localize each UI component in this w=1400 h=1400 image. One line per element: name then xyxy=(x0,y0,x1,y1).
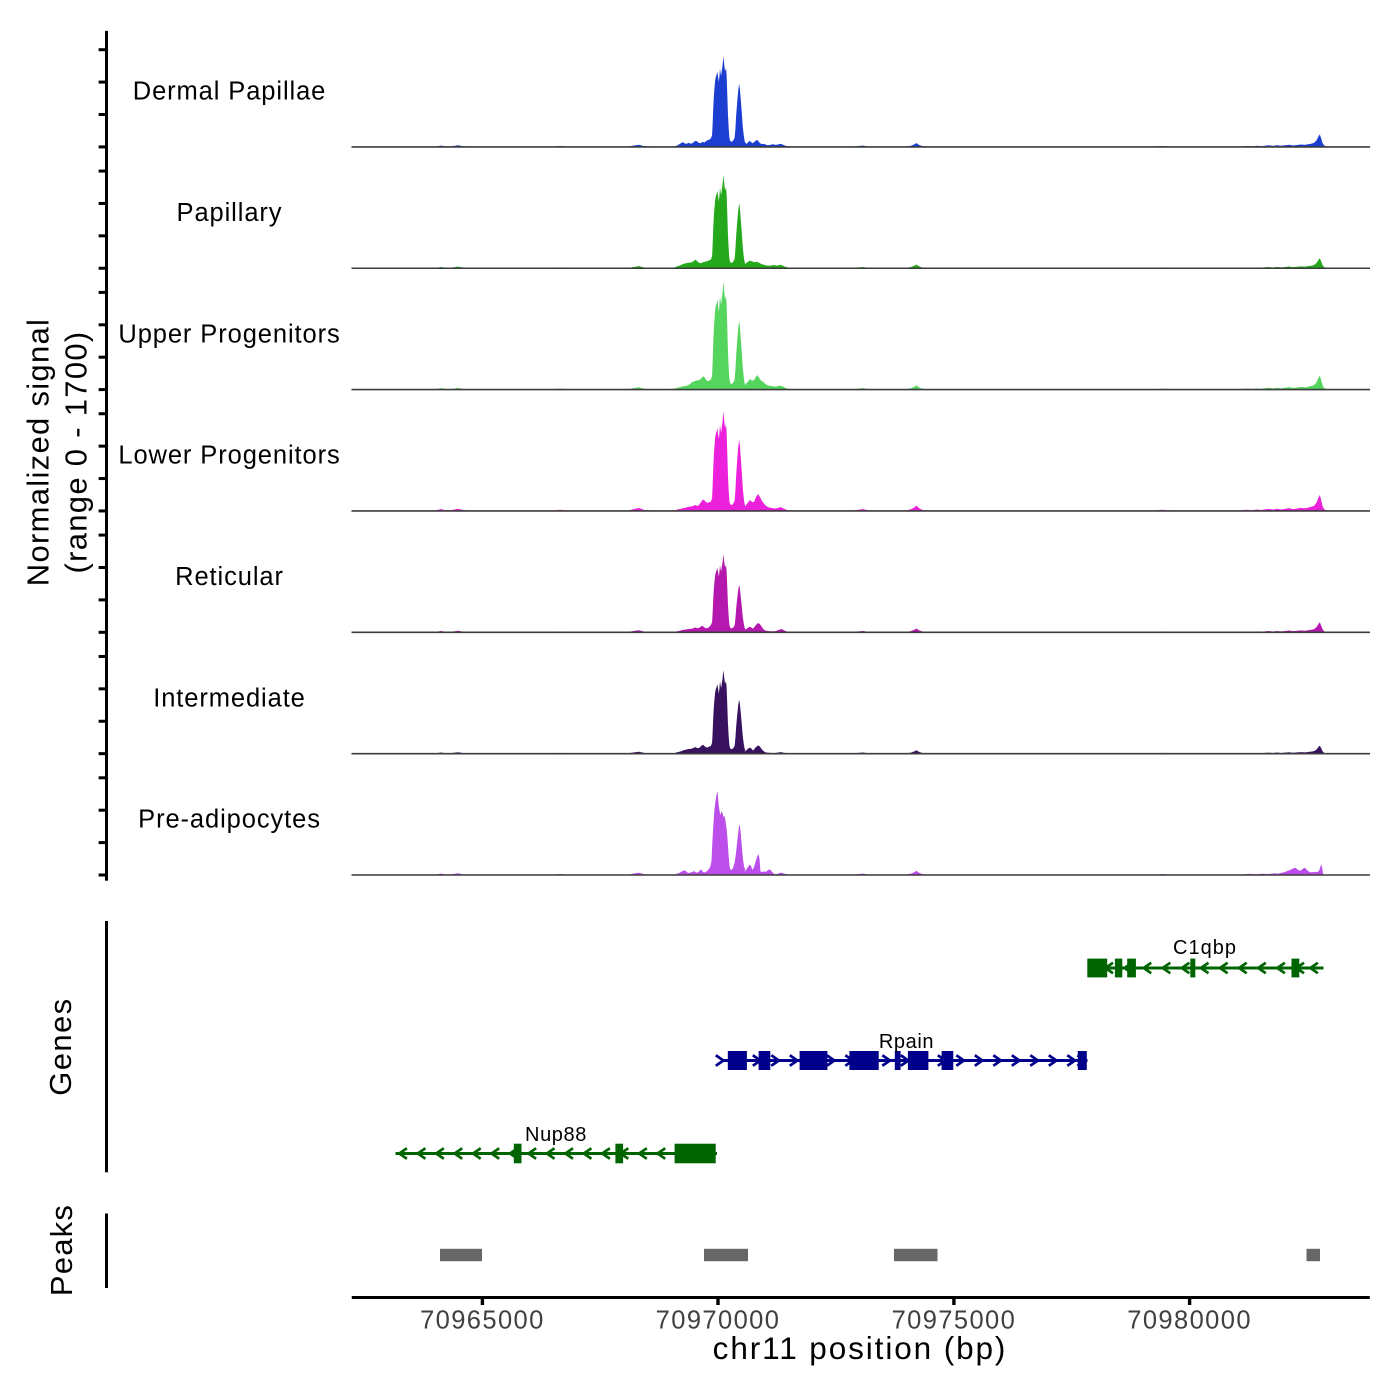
svg-text:70980000: 70980000 xyxy=(1127,1307,1252,1335)
svg-text:C1qbp: C1qbp xyxy=(1173,937,1237,959)
svg-text:chr11 position (bp): chr11 position (bp) xyxy=(713,1330,1008,1366)
svg-text:Reticular: Reticular xyxy=(175,563,284,591)
svg-text:Peaks: Peaks xyxy=(44,1204,79,1296)
svg-text:Pre-adipocytes: Pre-adipocytes xyxy=(138,806,321,834)
svg-text:Intermediate: Intermediate xyxy=(153,684,306,712)
svg-text:Upper Progenitors: Upper Progenitors xyxy=(118,320,340,348)
svg-text:Papillary: Papillary xyxy=(177,199,283,227)
svg-text:Lower Progenitors: Lower Progenitors xyxy=(118,442,340,470)
svg-text:70975000: 70975000 xyxy=(892,1307,1017,1335)
svg-text:Rpain: Rpain xyxy=(879,1031,934,1053)
svg-text:Normalized signal: Normalized signal xyxy=(21,318,56,586)
svg-text:Dermal Papillae: Dermal Papillae xyxy=(133,78,327,106)
svg-text:Genes: Genes xyxy=(43,997,78,1095)
svg-text:Nup88: Nup88 xyxy=(525,1124,587,1146)
svg-text:70965000: 70965000 xyxy=(420,1307,545,1335)
svg-text:70970000: 70970000 xyxy=(656,1307,781,1335)
svg-text:(range 0 - 1700): (range 0 - 1700) xyxy=(58,330,93,573)
